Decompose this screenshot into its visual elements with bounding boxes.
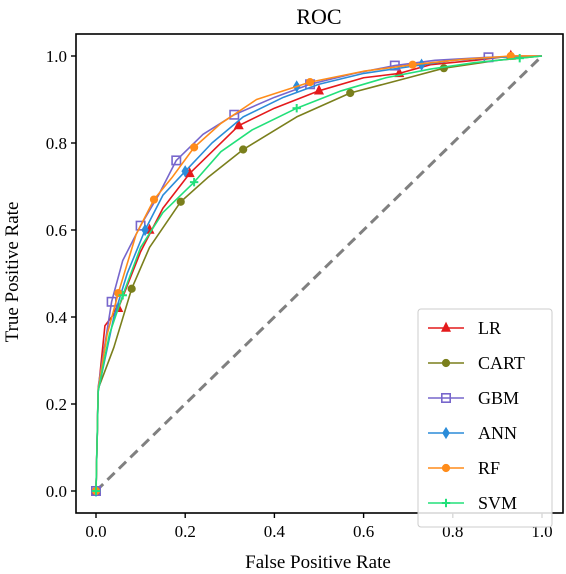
series-marker-rf: [408, 60, 417, 69]
series-marker-gbm: [389, 60, 400, 71]
legend-item-rf: RF: [428, 458, 500, 478]
series-marker-gbm: [171, 155, 182, 166]
legend-item-lr: LR: [428, 318, 501, 338]
legend-marker-lr: [440, 321, 452, 332]
legend-label-rf: RF: [478, 458, 500, 478]
series-marker-svm: [189, 177, 199, 187]
series-marker-rf: [305, 78, 315, 87]
series-marker-lr: [313, 84, 325, 95]
chart-title: ROC: [296, 4, 341, 29]
legend-item-gbm: GBM: [428, 388, 519, 408]
series-marker-ann: [181, 165, 189, 178]
series-line-cart: [95, 55, 543, 492]
legend-item-cart: CART: [428, 353, 525, 373]
y-tick-label: 0.0: [46, 482, 67, 501]
series-marker-cart: [176, 197, 185, 206]
plot-area: [90, 49, 544, 498]
x-tick-label: 0.0: [85, 522, 106, 541]
legend-marker-svm: [441, 498, 451, 508]
series-marker-svm: [91, 486, 101, 496]
series-marker-ann: [141, 223, 149, 237]
legend-marker-rf: [441, 463, 451, 473]
x-tick-label: 0.6: [353, 522, 374, 541]
series-marker-gbm: [229, 109, 240, 120]
series-marker-lr: [233, 119, 244, 130]
y-tick-label: 0.2: [46, 395, 67, 414]
legend-label-lr: LR: [478, 318, 501, 338]
series-marker-rf: [190, 143, 199, 152]
y-tick-label: 0.8: [46, 134, 67, 153]
y-axis-title: True Positive Rate: [2, 202, 23, 343]
x-tick-label: 0.2: [175, 522, 196, 541]
series-svm: [91, 53, 543, 496]
legend-item-ann: ANN: [428, 423, 517, 443]
legend-marker-ann: [442, 426, 450, 440]
legend: LR CART GBM ANN RF SVM: [417, 308, 553, 528]
legend-label-gbm: GBM: [478, 388, 519, 408]
x-tick-label: 0.4: [264, 522, 286, 541]
chance-diagonal-line: [94, 54, 544, 493]
series-marker-cart: [346, 88, 355, 98]
legend-marker-cart: [441, 358, 451, 368]
series-line-rf: [95, 55, 542, 492]
plot-frame: [75, 33, 564, 514]
series-marker-cart: [239, 145, 248, 154]
legend-item-svm: SVM: [428, 493, 517, 513]
series-rf: [91, 51, 542, 496]
series-marker-svm: [292, 104, 301, 113]
y-tick-label: 1.0: [46, 47, 67, 66]
axes: 0.0 0.2 0.4 0.6 0.8 1.00.00.20.40.60.81.0: [46, 33, 564, 541]
y-tick-label: 0.6: [46, 221, 67, 240]
x-axis-title: False Positive Rate: [245, 552, 391, 573]
series-line-svm: [95, 55, 543, 492]
legend-marker-gbm: [440, 392, 451, 403]
legend-label-ann: ANN: [478, 423, 517, 443]
y-tick-label: 0.4: [46, 308, 68, 327]
series-marker-rf: [149, 195, 159, 204]
series-marker-svm: [118, 291, 127, 300]
legend-label-svm: SVM: [478, 493, 517, 513]
series-marker-cart: [127, 284, 136, 293]
legend-label-cart: CART: [478, 353, 525, 373]
series-marker-svm: [515, 53, 524, 63]
